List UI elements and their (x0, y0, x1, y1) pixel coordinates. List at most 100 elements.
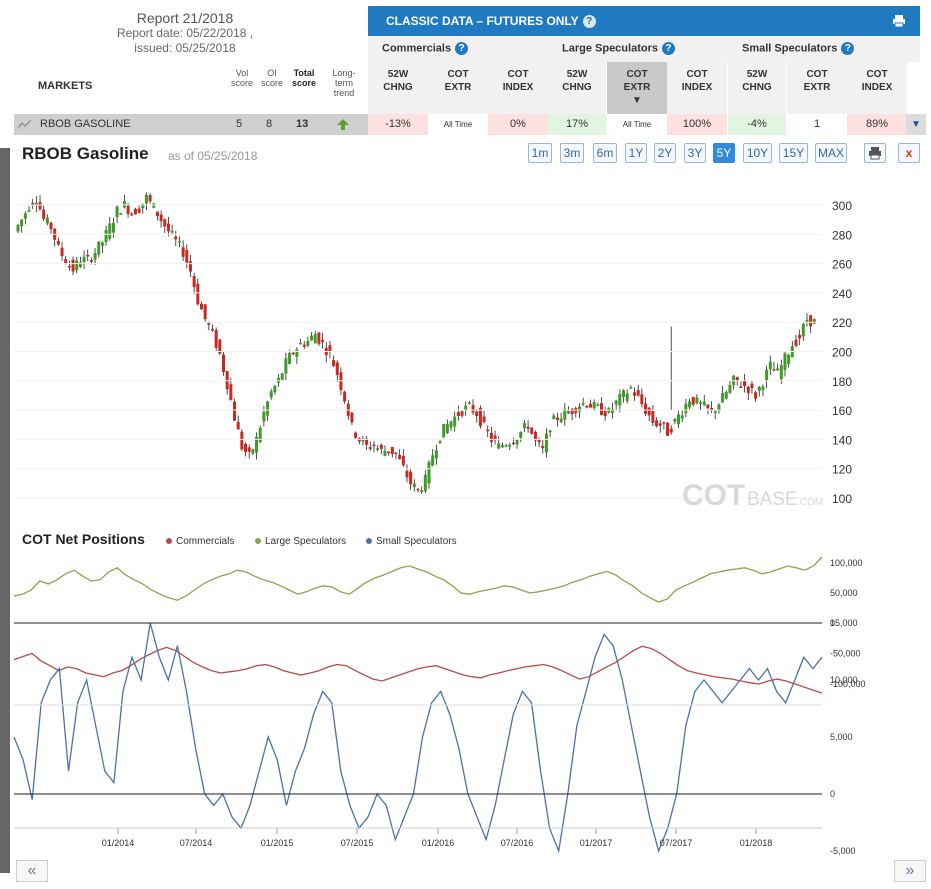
expand-row-icon[interactable]: ▼ (906, 114, 926, 135)
candle (379, 443, 383, 455)
candle (636, 385, 640, 397)
candle (328, 341, 332, 359)
candle (739, 381, 743, 389)
candle (541, 439, 545, 454)
classic-data-banner: CLASSIC DATA – FUTURES ONLY? (368, 6, 920, 36)
candle (772, 362, 776, 371)
y-tick-label: 200 (832, 346, 852, 360)
range-3m-button[interactable]: 3m (560, 143, 584, 163)
sub-header[interactable]: 52W CHNG (548, 62, 606, 114)
scroll-left-button[interactable]: « (16, 860, 48, 882)
cot-y-tick-label: 100,000 (830, 558, 863, 568)
candle (368, 441, 372, 451)
candle (332, 355, 336, 367)
range-5y-button[interactable]: 5Y (713, 143, 735, 163)
candle (618, 389, 622, 413)
candle (497, 436, 501, 450)
x-tick-label: 01/2015 (261, 838, 294, 848)
scroll-right-button[interactable]: » (894, 860, 926, 882)
candle (801, 322, 805, 341)
candle (460, 410, 464, 419)
cot-y-tick-label: -100,000 (830, 679, 866, 689)
report-issued: issued: 05/25/2018 (134, 41, 236, 55)
x-tick-label: 07/2016 (501, 838, 534, 848)
sub-header[interactable]: 52W CHNG (728, 62, 786, 114)
candle (603, 406, 607, 421)
sub-header[interactable]: COT INDEX (667, 62, 727, 114)
market-name[interactable]: RBOB GASOLINE (40, 118, 131, 130)
y-tick-label: 160 (832, 404, 852, 418)
cot-y-tick-label: 15,000 (830, 618, 858, 628)
legend-small-speculators[interactable]: Small Speculators (366, 536, 457, 547)
candle (625, 389, 629, 404)
candle (530, 427, 534, 435)
y-tick-label: 300 (832, 199, 852, 213)
sub-header[interactable]: COT INDEX (847, 62, 907, 114)
total-score-label: Total score (291, 68, 317, 88)
candle (431, 449, 435, 467)
candle (273, 384, 277, 395)
sort-down-icon: ▼ (632, 95, 642, 106)
candle (706, 404, 710, 415)
legend-commercials[interactable]: Commercials (166, 536, 234, 547)
candle (210, 324, 214, 333)
sub-header[interactable]: COT EXTR (787, 62, 847, 114)
candle (555, 412, 559, 427)
range-3y-button[interactable]: 3Y (684, 143, 706, 163)
range-1m-button[interactable]: 1m (528, 143, 552, 163)
candle (372, 441, 376, 453)
banner-title: CLASSIC DATA – FUTURES ONLY (386, 14, 579, 28)
cot-y-tick-label: 0 (830, 618, 835, 628)
candle (680, 409, 684, 423)
print-chart-button[interactable] (864, 143, 886, 163)
sub-header[interactable]: 52W CHNG (368, 62, 428, 114)
small-52w-change: -4% (728, 114, 786, 135)
candle (482, 410, 486, 424)
candle (622, 389, 626, 403)
candle (295, 347, 299, 364)
table-row[interactable]: RBOB GASOLINE 5 8 13 (14, 114, 368, 135)
series-line-small-speculators (13, 622, 823, 854)
legend-large-speculators[interactable]: Large Speculators (255, 536, 346, 547)
sub-header[interactable]: COT EXTR (428, 62, 488, 114)
candle (746, 385, 750, 400)
watermark-base: BASE (747, 489, 798, 510)
print-icon[interactable] (892, 14, 906, 28)
candle (284, 352, 288, 381)
candle (354, 431, 358, 441)
candle (20, 218, 24, 233)
help-icon[interactable]: ? (841, 42, 855, 55)
help-icon[interactable]: ? (582, 15, 596, 29)
candle (365, 435, 369, 451)
series-line-large-speculators (13, 556, 823, 603)
group-label: Large Speculators (562, 42, 658, 55)
range-max-button[interactable]: MAX (815, 143, 847, 163)
range-1y-button[interactable]: 1Y (625, 143, 647, 163)
candle (500, 442, 504, 449)
help-icon[interactable]: ? (661, 42, 675, 55)
series-line-commercials (13, 645, 823, 694)
y-tick-label: 120 (832, 463, 852, 477)
candle (75, 257, 79, 274)
range-2y-button[interactable]: 2Y (654, 143, 676, 163)
chart-title: RBOB Gasoline (22, 144, 149, 163)
range-10y-button[interactable]: 10Y (743, 143, 772, 163)
candle (710, 401, 714, 413)
sub-header[interactable]: COT INDEX (488, 62, 548, 114)
candle (721, 385, 725, 403)
candle (779, 359, 783, 384)
candle (86, 249, 90, 262)
close-chart-button[interactable]: x (898, 143, 920, 163)
candle (199, 301, 203, 310)
candle (361, 435, 365, 446)
help-icon[interactable]: ? (455, 42, 469, 55)
candle (673, 418, 677, 425)
range-15y-button[interactable]: 15Y (779, 143, 808, 163)
long-term-trend-label: Long-term trend (332, 68, 356, 98)
sub-header-sorted[interactable]: COT EXTR ▼ (607, 62, 667, 114)
cot-y-tick-label: 50,000 (830, 588, 858, 598)
range-6m-button[interactable]: 6m (593, 143, 617, 163)
comm-cot-index: 0% (488, 114, 548, 135)
x-tick-label: 07/2014 (180, 838, 213, 848)
